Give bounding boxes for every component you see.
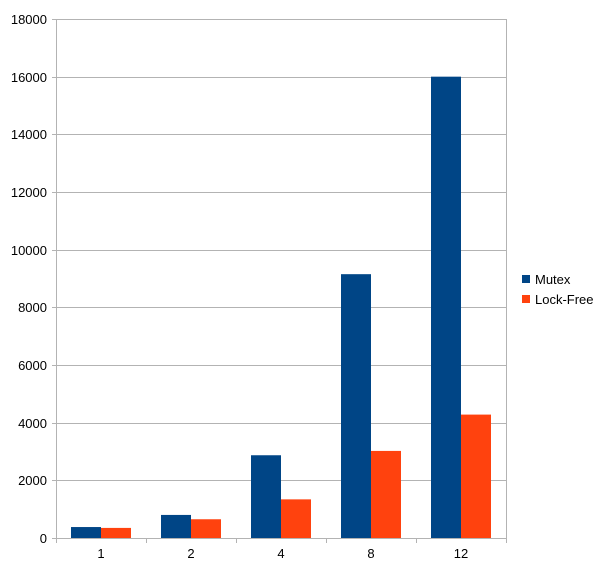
- x-tick-label: 4: [277, 546, 284, 561]
- bar-mutex-2: [161, 514, 191, 538]
- bar-mutex-1: [71, 527, 101, 538]
- x-tick-label: 8: [367, 546, 374, 561]
- x-tick-label: 12: [454, 546, 468, 561]
- y-tick-label: 14000: [11, 127, 47, 142]
- bar-lock-free-8: [371, 450, 401, 538]
- y-tick-label: 6000: [18, 358, 47, 373]
- bars: [71, 76, 491, 539]
- legend-item-mutex: Mutex: [522, 269, 594, 289]
- legend-label-lock-free: Lock-Free: [535, 291, 594, 307]
- legend-label-mutex: Mutex: [535, 271, 571, 287]
- legend-item-lock-free: Lock-Free: [522, 289, 594, 309]
- y-tick-label: 0: [40, 531, 47, 546]
- bar-lock-free-4: [281, 499, 311, 538]
- y-tick-label: 18000: [11, 12, 47, 27]
- y-tick-labels: 0 2000 4000 6000 8000 10000 12000 14000 16000 180…: [11, 12, 47, 546]
- legend-swatch-lock-free: [522, 295, 530, 303]
- y-tick-label: 2000: [18, 473, 47, 488]
- legend: Mutex Lock-Free: [522, 269, 594, 309]
- bar-lock-free-1: [101, 527, 131, 538]
- y-tick-label: 12000: [11, 185, 47, 200]
- y-tick-label: 16000: [11, 70, 47, 85]
- axes: [52, 19, 507, 543]
- x-tick-labels: 1 2 4 8 12: [97, 546, 468, 561]
- bar-lock-free-2: [191, 519, 221, 538]
- grid-lines: [56, 19, 506, 481]
- bar-mutex-8: [341, 274, 371, 538]
- y-tick-label: 8000: [18, 300, 47, 315]
- y-tick-label: 10000: [11, 243, 47, 258]
- x-tick-label: 1: [97, 546, 104, 561]
- bar-mutex-4: [251, 455, 281, 538]
- bar-lock-free-12: [461, 414, 491, 538]
- bar-mutex-12: [431, 76, 461, 539]
- x-tick-label: 2: [187, 546, 194, 561]
- y-tick-label: 4000: [18, 416, 47, 431]
- legend-swatch-mutex: [522, 275, 530, 283]
